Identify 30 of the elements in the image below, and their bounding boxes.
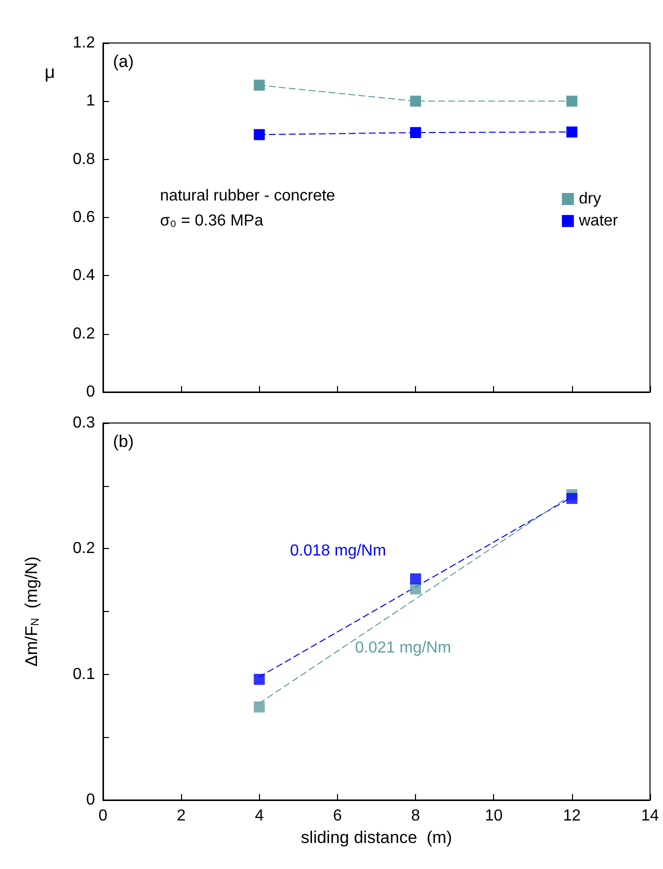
y-tick-label: 0: [86, 792, 96, 808]
y-tick-label: 0.2: [72, 325, 96, 342]
legend-label: water: [578, 212, 619, 230]
x-tick-label: 14: [641, 808, 659, 824]
annotation: (a): [113, 52, 134, 71]
annotation: (b): [113, 432, 134, 451]
x-axis-title: sliding distance (m): [300, 828, 452, 847]
y-tick-label: 1: [86, 92, 96, 110]
y-tick-label: 0.8: [72, 150, 96, 168]
y-tick-label: 0.4: [72, 267, 96, 284]
annotation: 0.021 mg/Nm: [355, 640, 452, 656]
y-tick-label: 0.1: [72, 666, 96, 683]
x-tick-label: 0: [98, 808, 108, 824]
x-tick-label: 12: [562, 808, 581, 824]
x-tick-label: 2: [176, 808, 186, 824]
annotation: 0.018 mg/Nm: [290, 542, 386, 560]
y-tick-label: 1.2: [72, 34, 96, 52]
legend-label: dry: [578, 190, 602, 208]
y-tick-label: 0: [86, 384, 96, 400]
y-tick-label: 0.3: [72, 414, 96, 432]
x-tick-label: 8: [411, 808, 420, 824]
x-tick-label: 6: [332, 808, 342, 824]
y-tick-label: 0.6: [72, 209, 96, 226]
x-tick-label: 4: [254, 808, 264, 824]
annotation: natural rubber - concrete: [160, 188, 336, 204]
y-axis-title: μ: [44, 62, 55, 82]
y-tick-label: 0.2: [72, 540, 96, 558]
y-axis-title: Δm/FN (mg/N): [22, 556, 42, 666]
annotation: σ₀ = 0.36 MPa: [160, 212, 264, 230]
x-tick-label: 10: [484, 808, 503, 824]
